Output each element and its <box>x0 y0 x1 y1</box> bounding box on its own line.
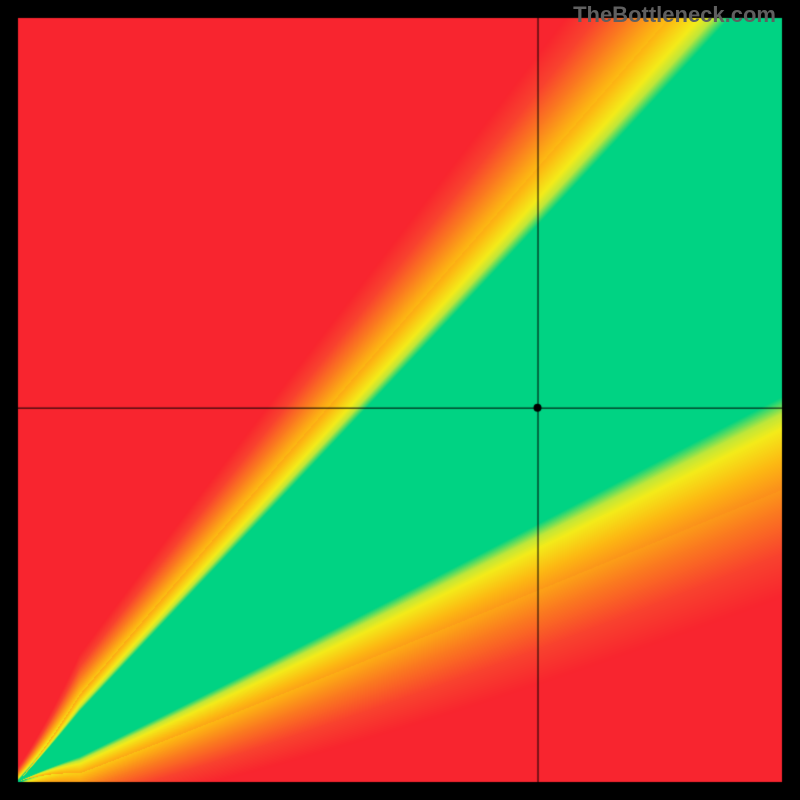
heatmap-container: { "canvas": { "width": 800, "height": 80… <box>0 0 800 800</box>
watermark-text: TheBottleneck.com <box>573 2 776 28</box>
heatmap-canvas <box>0 0 800 800</box>
